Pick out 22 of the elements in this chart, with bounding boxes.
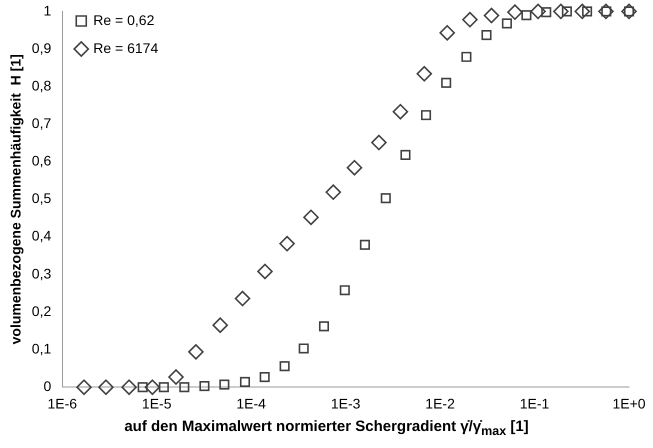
y-tick-label: 0,5: [32, 190, 52, 206]
legend-label: Re = 0,62: [93, 12, 155, 28]
y-axis-title: volumenbezogene Summenhäufigkeit H [1]: [7, 54, 24, 344]
x-tick-label: 1E-5: [142, 395, 172, 412]
x-tick-label: 1E-6: [47, 395, 78, 412]
legend-label: Re = 6174: [93, 40, 158, 56]
y-tick-label: 0,6: [32, 152, 52, 169]
x-tick-label: 1E-3: [330, 395, 361, 412]
y-tick-label: 0,9: [32, 40, 52, 56]
y-tick-label: 0,2: [32, 302, 52, 319]
x-tick-label: 1E-2: [425, 395, 456, 412]
x-tick-label: 1E+0: [612, 395, 646, 412]
x-tick-label: 1E-1: [520, 395, 550, 412]
x-tick-label: 1E-4: [236, 395, 266, 412]
y-tick-label: 0,4: [32, 228, 52, 244]
y-tick-label: 1: [43, 2, 52, 18]
y-tick-label: 0,8: [32, 77, 52, 94]
y-tick-label: 0,3: [32, 265, 52, 282]
y-tick-label: 0,1: [32, 340, 52, 356]
y-tick-label: 0: [43, 378, 52, 394]
x-axis-title: auf den Maximalwert normierter Schergradient γ̇/γ̇$_{max}$ [1]: [123, 418, 530, 438]
y-tick-label: 0,7: [32, 115, 52, 131]
